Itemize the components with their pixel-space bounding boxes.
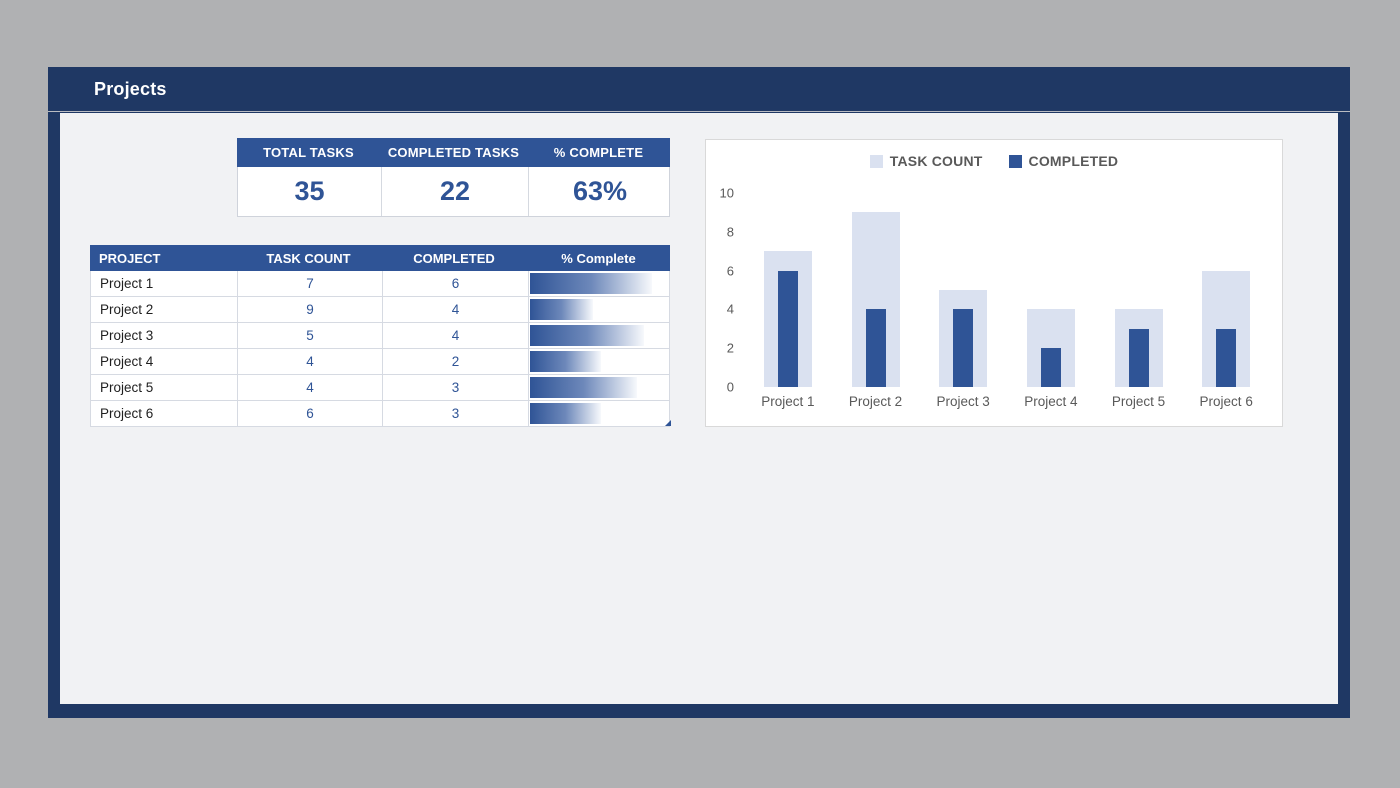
task-count-cell[interactable]: 6: [237, 401, 382, 426]
legend-swatch-icon: [869, 154, 883, 168]
percent-complete-cell[interactable]: [528, 297, 671, 322]
legend-item[interactable]: COMPLETED: [1008, 153, 1119, 169]
column-header: % Complete: [561, 250, 636, 266]
tasks-bar-chart[interactable]: TASK COUNT COMPLETED 0 2 4 6 8 10: [705, 139, 1283, 427]
y-axis-tick-label: 4: [726, 301, 734, 317]
completed-bar[interactable]: [865, 309, 886, 387]
project-name-cell[interactable]: Project 3: [100, 328, 154, 343]
project-table-body: Project 1 7 6 Project 2 9 4 Project 3 5 …: [90, 271, 671, 427]
project-table: PROJECT TASK COUNT COMPLETED % Complete Pro…: [90, 245, 671, 427]
completed-cell[interactable]: 2: [382, 349, 528, 374]
progress-data-bar: [530, 351, 601, 372]
column-header: COMPLETED: [413, 250, 495, 266]
progress-data-bar: [530, 325, 644, 346]
x-axis-category-label: Project 1: [761, 394, 815, 409]
summary-value-cell[interactable]: 63%: [528, 167, 671, 216]
completed-cell[interactable]: 3: [382, 375, 528, 400]
table-resize-handle[interactable]: [665, 420, 671, 426]
task-count-cell[interactable]: 9: [237, 297, 382, 322]
legend-label: TASK COUNT: [889, 153, 983, 169]
progress-data-bar: [530, 299, 594, 320]
column-header: TASK COUNT: [266, 250, 351, 266]
progress-data-bar: [530, 403, 601, 424]
bar-group: [832, 193, 920, 387]
task-count-cell[interactable]: 4: [237, 349, 382, 374]
column-header: PROJECT: [99, 250, 161, 266]
completed-bar[interactable]: [1216, 328, 1237, 387]
completed-bar[interactable]: [777, 270, 798, 387]
legend-item[interactable]: TASK COUNT: [869, 153, 983, 169]
sheet-content: TOTAL TASKS COMPLETED TASKS% COMPLETE 35 2…: [60, 113, 1338, 704]
percent-complete-cell[interactable]: [528, 271, 671, 296]
task-count-cell[interactable]: 5: [237, 323, 382, 348]
x-axis-category-label: Project 3: [936, 394, 990, 409]
percent-complete-cell[interactable]: [528, 349, 671, 374]
y-axis-tick-label: 2: [726, 340, 734, 356]
summary-table: TOTAL TASKS COMPLETED TASKS % COMPLETE 35 2…: [237, 138, 670, 217]
table-row: Project 6 6 3: [90, 401, 671, 427]
bar-group: [1095, 193, 1183, 387]
chart-legend: TASK COUNT COMPLETED: [706, 153, 1282, 169]
chart-y-axis: 0 2 4 6 8 10: [706, 186, 734, 395]
progress-data-bar: [530, 273, 652, 294]
project-name-cell[interactable]: Project 1: [100, 276, 154, 291]
y-axis-tick-label: 10: [719, 185, 734, 201]
percent-complete-cell[interactable]: [528, 375, 671, 400]
legend-label: COMPLETED: [1028, 153, 1119, 169]
completed-cell[interactable]: 4: [382, 323, 528, 348]
y-axis-tick-label: 6: [726, 263, 734, 279]
chart-plot: [744, 193, 1270, 387]
completed-bar[interactable]: [1040, 348, 1061, 387]
dashboard-panel: Projects TOTAL TASKS COMPLETED TASKS % COM…: [48, 67, 1350, 718]
bar-group: [744, 193, 832, 387]
percent-complete-cell[interactable]: [528, 401, 671, 426]
table-row: Project 4 4 2: [90, 349, 670, 375]
summary-header-cell: % COMPLETE: [553, 145, 644, 160]
title-bar: Projects: [48, 67, 1350, 112]
legend-swatch-icon: [1008, 154, 1022, 168]
x-axis-category-label: Project 5: [1111, 394, 1166, 409]
table-row: Project 5 4 3: [90, 375, 670, 401]
task-count-cell[interactable]: 7: [237, 271, 382, 296]
y-axis-tick-label: 0: [726, 379, 734, 395]
completed-bar[interactable]: [953, 309, 974, 387]
project-name-cell[interactable]: Project 6: [100, 406, 154, 421]
project-name-cell[interactable]: Project 2: [100, 302, 154, 317]
task-count-cell[interactable]: 4: [237, 375, 382, 400]
bar-group: [1007, 193, 1095, 387]
completed-cell[interactable]: 3: [382, 401, 528, 426]
table-row: Project 1 7 6: [90, 271, 670, 297]
x-axis-category-label: Project 6: [1199, 394, 1253, 409]
summary-value-cell[interactable]: 35: [294, 176, 325, 206]
chart-x-axis: Project 1 Project 2 Project 3 Project 4 Proj…: [744, 394, 1270, 409]
x-axis-category-label: Project 2: [848, 394, 903, 409]
summary-value-row: 35 22 63%: [237, 167, 670, 217]
completed-bar[interactable]: [1128, 328, 1149, 387]
table-row: Project 3 5 4: [90, 323, 670, 349]
summary-header-cell: COMPLETED TASKS: [387, 145, 520, 160]
completed-cell[interactable]: 6: [382, 271, 528, 296]
project-name-cell[interactable]: Project 5: [100, 380, 154, 395]
completed-cell[interactable]: 4: [382, 297, 528, 322]
x-axis-category-label: Project 4: [1024, 394, 1078, 409]
project-name-cell[interactable]: Project 4: [100, 354, 154, 369]
y-axis-tick-label: 8: [726, 224, 734, 240]
percent-complete-cell[interactable]: [528, 323, 671, 348]
project-table-header: PROJECT TASK COUNT COMPLETED % Complete: [90, 245, 670, 271]
summary-header-cell: TOTAL TASKS: [263, 145, 354, 160]
progress-data-bar: [530, 377, 637, 398]
summary-value-cell[interactable]: 22: [381, 167, 528, 216]
page-title: Projects: [94, 78, 167, 99]
summary-header-row: TOTAL TASKS COMPLETED TASKS % COMPLETE: [237, 138, 670, 167]
bar-group: [919, 193, 1007, 387]
bar-group: [1182, 193, 1270, 387]
table-row: Project 2 9 4: [90, 297, 670, 323]
